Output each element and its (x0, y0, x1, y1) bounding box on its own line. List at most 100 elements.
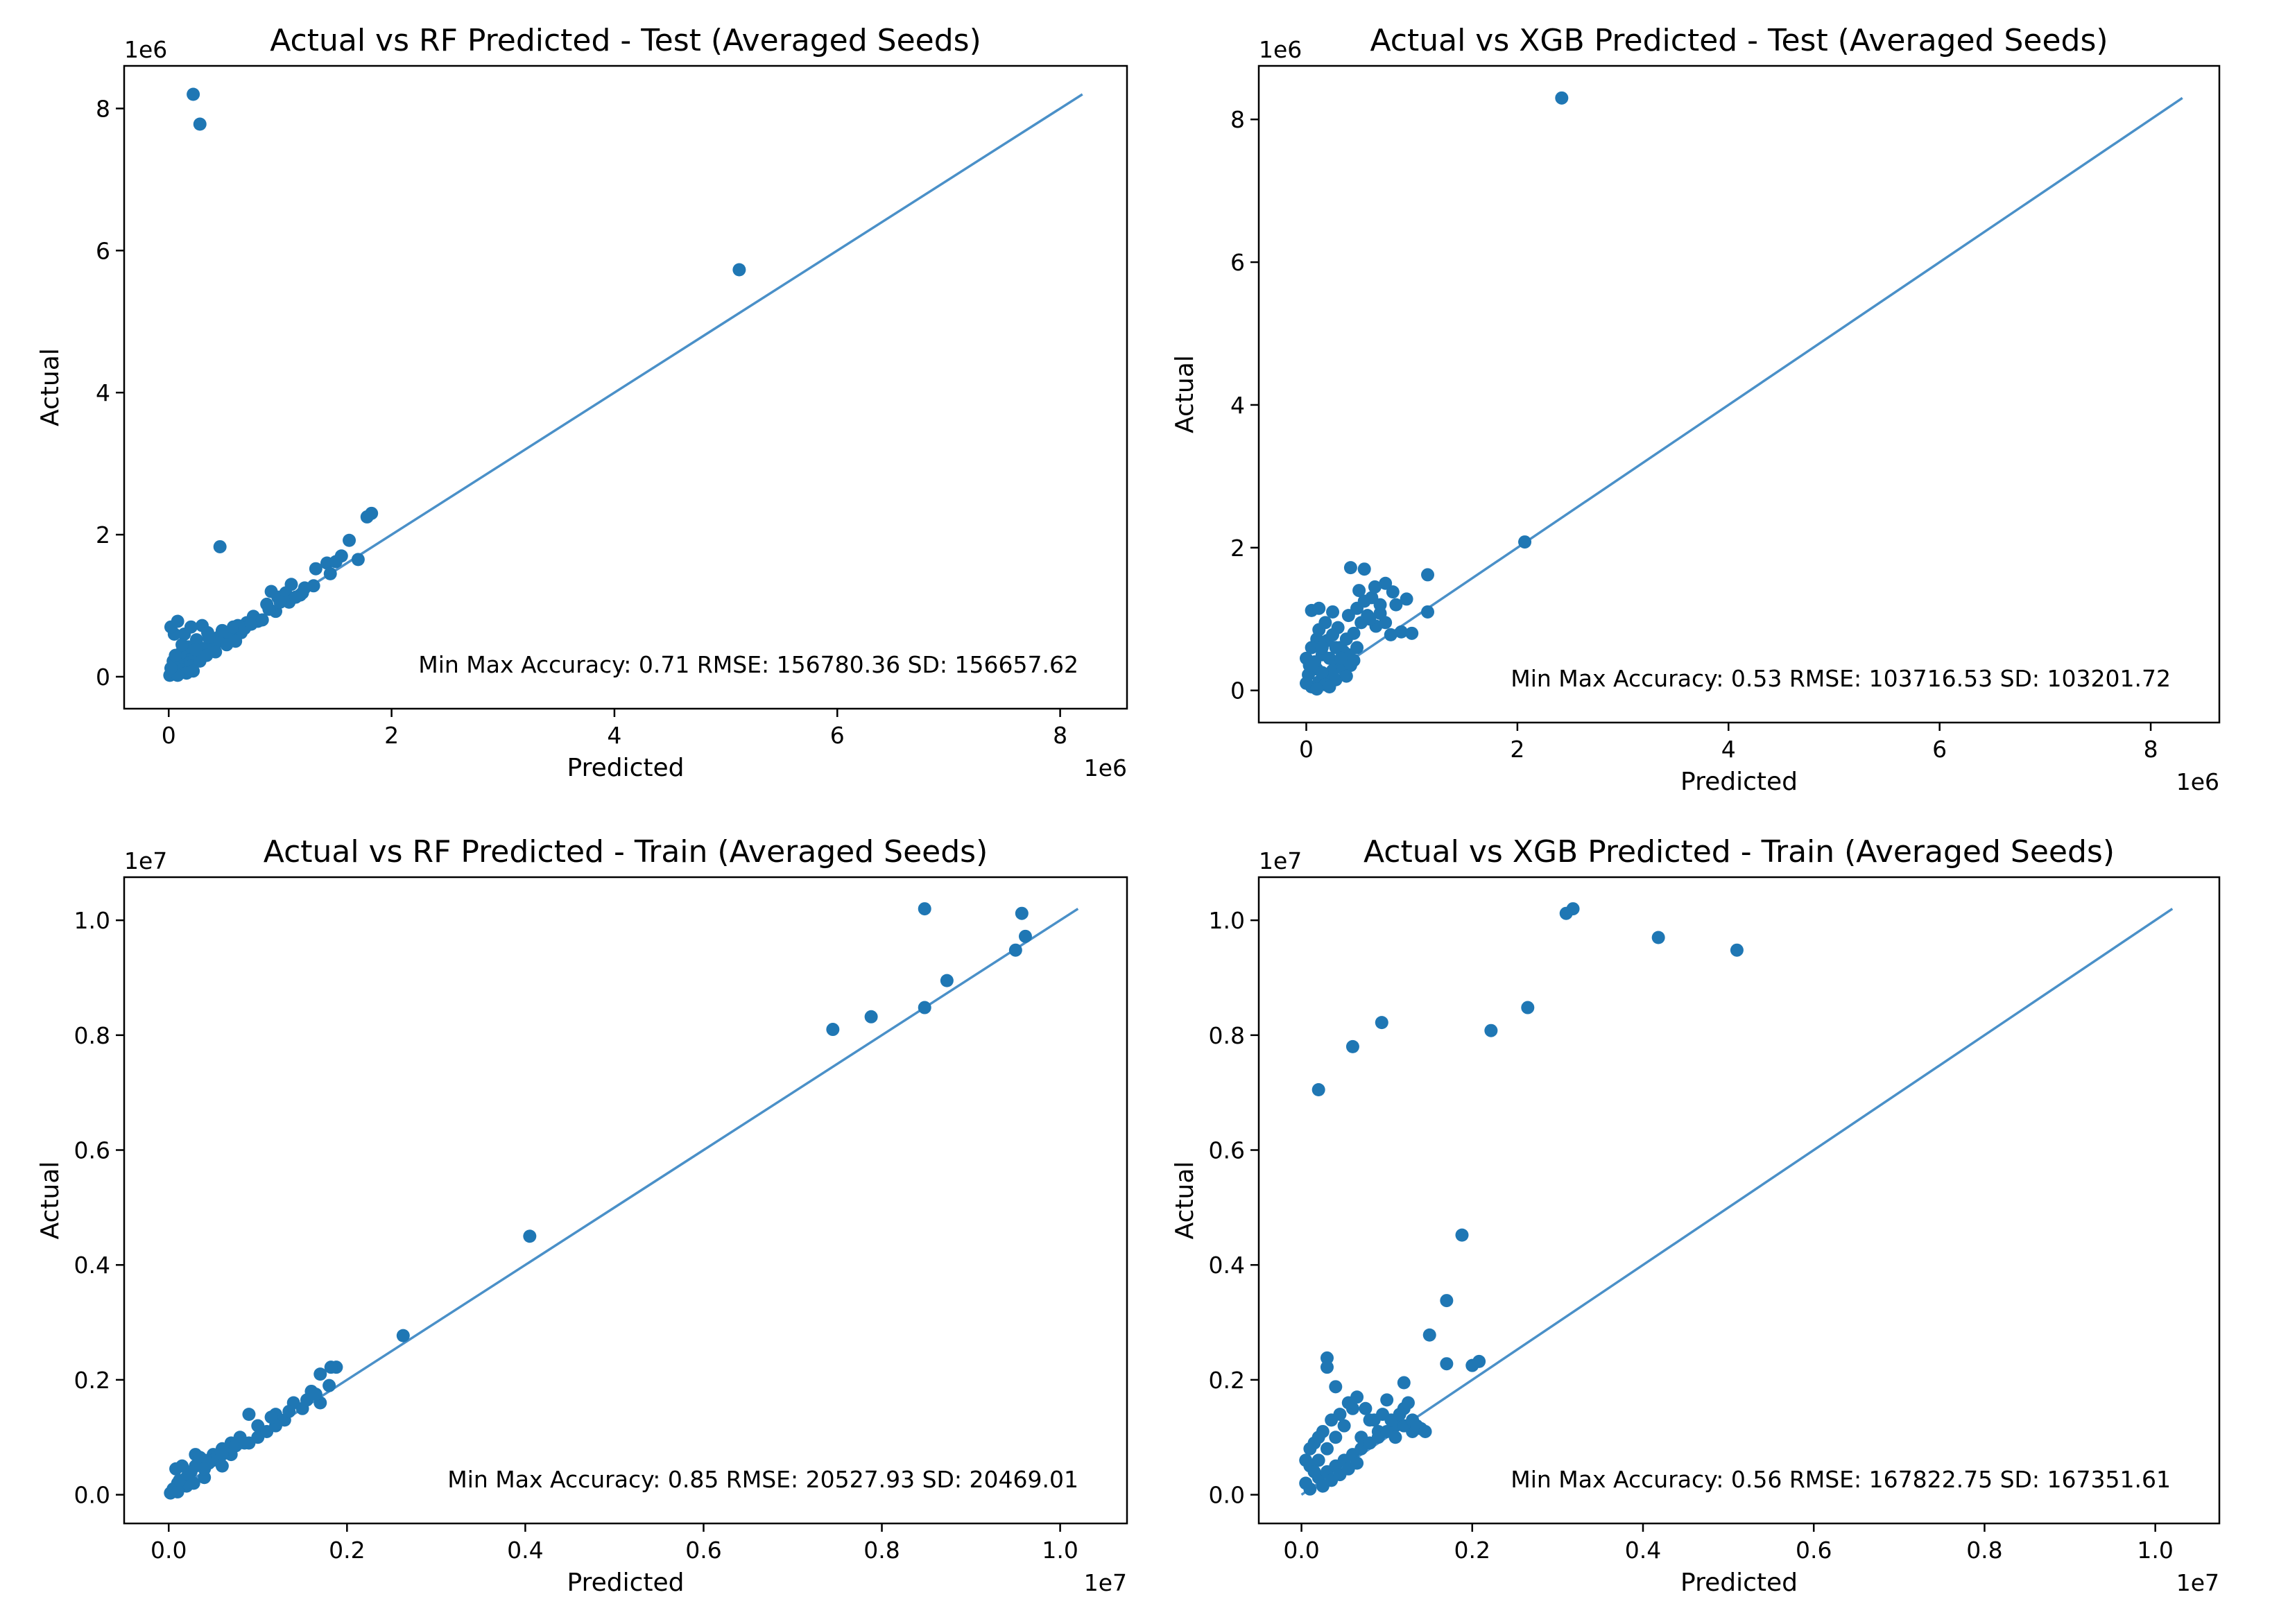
data-point (1320, 1360, 1334, 1374)
data-point (1388, 1431, 1402, 1444)
data-point (1305, 641, 1318, 655)
chart-title: Actual vs XGB Predicted - Train (Average… (1364, 834, 2115, 870)
identity-line (1305, 96, 2183, 692)
y-tick-label: 0.2 (74, 1367, 110, 1394)
x-offset-label: 1e6 (1084, 754, 1127, 781)
y-offset-label: 1e7 (124, 847, 167, 874)
data-point (1315, 666, 1329, 680)
y-tick-label: 0.4 (1209, 1252, 1245, 1279)
x-tick-label: 1.0 (2137, 1537, 2173, 1564)
data-point (1312, 601, 1326, 615)
y-tick-label: 8 (1230, 106, 1245, 133)
x-tick-label: 0.8 (1966, 1537, 2002, 1564)
data-point (1352, 584, 1366, 598)
y-tick-label: 0.0 (74, 1482, 110, 1509)
axes-frame (1257, 64, 2221, 724)
data-point (1343, 561, 1357, 575)
data-point (1555, 91, 1569, 105)
data-point (242, 1408, 256, 1422)
axes-frame (1257, 876, 2221, 1525)
data-point (1333, 1408, 1347, 1422)
data-point (523, 1229, 537, 1243)
data-point (202, 631, 216, 645)
data-point (1320, 1442, 1334, 1455)
data-point (309, 1388, 322, 1401)
data-point (1521, 1001, 1535, 1014)
data-point (322, 1379, 336, 1392)
metrics-annotation: Min Max Accuracy: 0.53 RMSE: 103716.53 S… (1511, 665, 2171, 692)
data-point (171, 1485, 184, 1498)
x-offset-label: 1e7 (1084, 1569, 1127, 1596)
data-point (273, 595, 287, 609)
data-point (1357, 562, 1371, 576)
data-point (264, 1410, 278, 1424)
y-tick-label: 1.0 (1209, 907, 1245, 934)
y-tick-label: 0.8 (1209, 1022, 1245, 1049)
x-axis-label: Predicted (567, 754, 685, 782)
data-point (732, 263, 746, 277)
data-point (169, 1462, 183, 1476)
data-point (289, 590, 302, 604)
scatter-points (1299, 91, 1569, 696)
axes-frame (123, 64, 1128, 710)
data-point (193, 654, 207, 668)
x-tick-label: 0.0 (150, 1537, 187, 1564)
data-point (1465, 1358, 1479, 1372)
data-point (1329, 1380, 1343, 1394)
x-tick-label: 8 (1053, 722, 1067, 749)
y-tick-label: 8 (96, 95, 110, 122)
data-point (169, 648, 182, 662)
data-point (1305, 659, 1318, 673)
chart-title: Actual vs RF Predicted - Test (Averaged … (270, 23, 981, 58)
data-point (282, 1404, 296, 1418)
y-tick-label: 0.4 (74, 1252, 110, 1279)
data-point (264, 585, 278, 598)
data-point (918, 1001, 931, 1014)
data-point (1337, 1419, 1351, 1433)
data-point (1326, 628, 1340, 641)
x-axis-label: Predicted (567, 1569, 685, 1597)
metrics-annotation: Min Max Accuracy: 0.85 RMSE: 20527.93 SD… (447, 1466, 1078, 1493)
y-tick-label: 0 (96, 664, 110, 691)
x-tick-label: 4 (1721, 736, 1736, 763)
x-tick-label: 0.2 (1454, 1537, 1490, 1564)
data-point (1389, 598, 1403, 612)
x-tick-label: 0.4 (507, 1537, 543, 1564)
y-tick-label: 0.8 (74, 1022, 110, 1049)
data-point (1350, 641, 1364, 655)
data-point (1326, 605, 1340, 619)
data-point (1518, 535, 1532, 549)
x-tick-label: 0.0 (1283, 1537, 1319, 1564)
data-point (244, 617, 258, 631)
x-offset-label: 1e7 (2176, 1569, 2219, 1596)
data-point (1380, 1393, 1394, 1407)
x-tick-label: 6 (830, 722, 845, 749)
y-axis-label: Actual (1171, 355, 1199, 433)
x-offset-label: 1e6 (2176, 768, 2219, 795)
metrics-annotation: Min Max Accuracy: 0.56 RMSE: 167822.75 S… (1511, 1466, 2171, 1493)
data-point (1299, 1453, 1313, 1467)
data-point (1347, 626, 1361, 640)
identity-line (168, 93, 1083, 678)
scatter-points (164, 902, 1032, 1500)
data-point (187, 87, 200, 101)
data-point (1320, 1351, 1334, 1365)
data-point (1559, 906, 1573, 920)
x-tick-label: 0.2 (329, 1537, 365, 1564)
data-point (1421, 605, 1435, 619)
data-point (1394, 625, 1408, 639)
data-point (1307, 1465, 1321, 1478)
data-point (1440, 1357, 1454, 1371)
data-point (1440, 1294, 1454, 1308)
data-point (171, 614, 184, 628)
y-tick-label: 6 (1230, 249, 1245, 276)
data-point (1018, 929, 1032, 943)
data-point (1400, 592, 1413, 606)
data-point (1379, 576, 1393, 590)
y-tick-label: 0.6 (1209, 1137, 1245, 1164)
data-point (1310, 682, 1324, 696)
y-tick-label: 6 (96, 237, 110, 264)
data-point (226, 620, 240, 634)
x-axis-label: Predicted (1680, 1569, 1798, 1597)
